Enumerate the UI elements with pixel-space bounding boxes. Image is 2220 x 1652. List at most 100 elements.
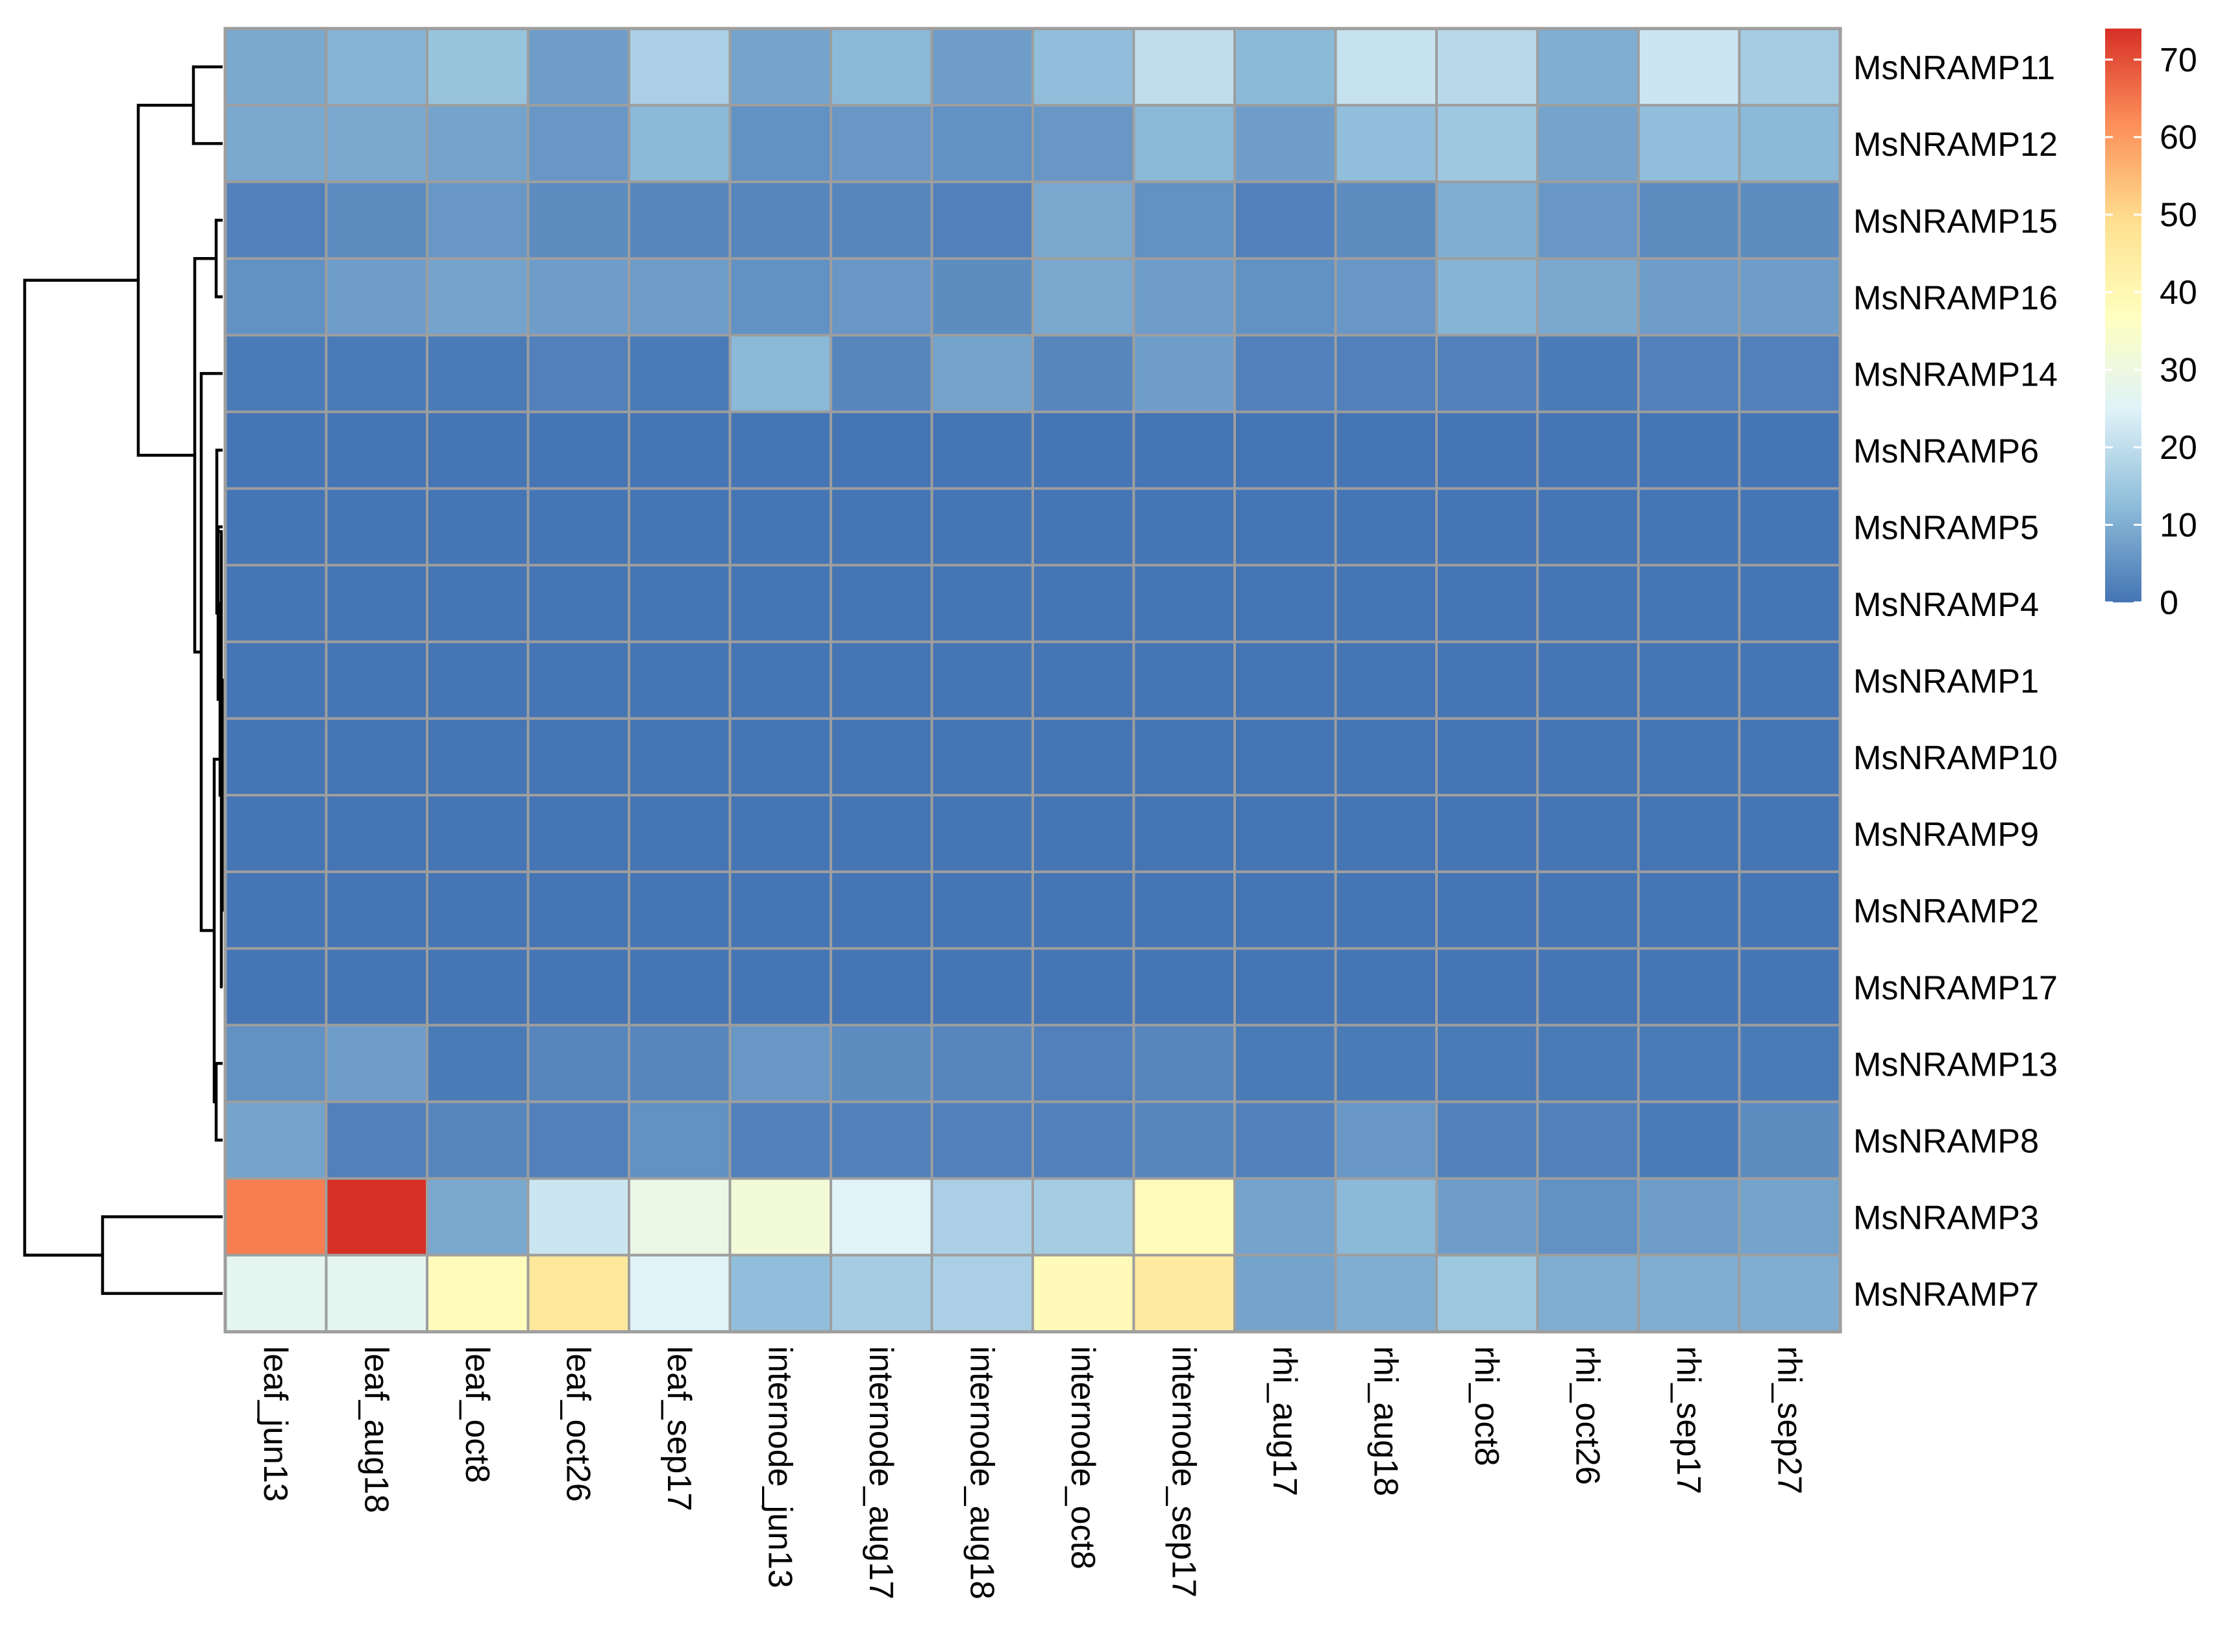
heatmap-cell	[628, 947, 732, 1027]
heatmap-cell	[1031, 334, 1135, 413]
heatmap-cell	[526, 104, 630, 184]
heatmap-cell	[728, 104, 832, 184]
row-label: MsNRAMP12	[1853, 126, 2058, 164]
heatmap-cell	[224, 717, 328, 797]
heatmap-cell	[1334, 563, 1438, 643]
heatmap-cell	[1637, 1177, 1741, 1257]
heatmap-cell	[1132, 947, 1236, 1027]
heatmap-cell	[1637, 1024, 1741, 1103]
heatmap-cell	[224, 180, 328, 260]
column-label: internode_jun13	[761, 1346, 798, 1588]
heatmap-cell	[526, 640, 630, 720]
heatmap-cell	[526, 1177, 630, 1257]
heatmap-cell	[1536, 180, 1640, 260]
heatmap-cell	[1738, 410, 1842, 490]
heatmap-cell	[628, 794, 732, 874]
heatmap-cell	[1031, 717, 1135, 797]
column-label: internode_oct8	[1064, 1346, 1102, 1570]
heatmap-cell	[1435, 27, 1539, 107]
heatmap-cell	[1132, 257, 1236, 337]
heatmap-cell	[1132, 27, 1236, 107]
heatmap-cell	[1536, 334, 1640, 413]
heatmap-cell	[830, 1100, 933, 1180]
heatmap-cell	[1132, 794, 1236, 874]
heatmap-cell	[1637, 1100, 1741, 1180]
heatmap-cell	[1031, 180, 1135, 260]
heatmap-cell	[1233, 487, 1337, 567]
heatmap-cell	[1132, 1024, 1236, 1103]
heatmap-cell	[426, 180, 530, 260]
heatmap-cell	[930, 1100, 1034, 1180]
heatmap-cell	[526, 27, 630, 107]
column-label: rhi_aug18	[1366, 1346, 1404, 1496]
heatmap-cell	[830, 410, 933, 490]
heatmap-cells	[223, 27, 1842, 1334]
heatmap-cell	[728, 1100, 832, 1180]
heatmap-cell	[728, 563, 832, 643]
heatmap-cell	[1536, 487, 1640, 567]
heatmap-cell	[628, 104, 732, 184]
heatmap-cell	[1233, 1177, 1337, 1257]
heatmap-cell	[426, 334, 530, 413]
heatmap-cell	[1031, 410, 1135, 490]
heatmap-cell	[224, 487, 328, 567]
heatmap-cell	[1233, 27, 1337, 107]
heatmap-cell	[830, 257, 933, 337]
heatmap-cell	[426, 717, 530, 797]
heatmap-cell	[426, 1100, 530, 1180]
heatmap-cell	[1132, 640, 1236, 720]
row-label: MsNRAMP13	[1853, 1046, 2058, 1083]
heatmap-cell	[1738, 1100, 1842, 1180]
heatmap-cell	[628, 717, 732, 797]
row-labels: MsNRAMP11 MsNRAMP12 MsNRAMP15 MsNRAMP16 MsNR…	[1853, 49, 2058, 1314]
heatmap-cell	[1738, 487, 1842, 567]
heatmap-cell	[426, 1024, 530, 1103]
heatmap-cell	[830, 180, 933, 260]
column-label: leaf_sep17	[660, 1346, 698, 1511]
heatmap-cell	[1738, 1024, 1842, 1103]
heatmap-cell	[1233, 563, 1337, 643]
heatmap-cell	[325, 1253, 428, 1333]
column-label: leaf_jun13	[256, 1346, 294, 1502]
heatmap-cell	[325, 180, 428, 260]
heatmap-cell	[1738, 947, 1842, 1027]
heatmap-cell	[1233, 947, 1337, 1027]
heatmap-cell	[1738, 104, 1842, 184]
heatmap-cell	[1637, 334, 1741, 413]
heatmap-cell	[1738, 27, 1842, 107]
heatmap-cell	[1132, 104, 1236, 184]
heatmap-cell	[325, 563, 428, 643]
heatmap-cell	[1334, 410, 1438, 490]
row-label: MsNRAMP3	[1853, 1200, 2039, 1237]
column-label: rhi_oct26	[1568, 1346, 1606, 1485]
legend-tick-label: 50	[2160, 197, 2197, 234]
heatmap-cell	[224, 1253, 328, 1333]
heatmap-cell	[1233, 794, 1337, 874]
heatmap-cell	[325, 27, 428, 107]
heatmap-cell	[426, 257, 530, 337]
heatmap-cell	[1435, 640, 1539, 720]
heatmap-cell	[1435, 410, 1539, 490]
heatmap-cell	[526, 563, 630, 643]
heatmap-cell	[1637, 27, 1741, 107]
heatmap-cell	[325, 334, 428, 413]
heatmap-cell	[628, 27, 732, 107]
heatmap-cell	[526, 947, 630, 1027]
heatmap-cell	[1536, 1253, 1640, 1333]
heatmap-cell	[1233, 410, 1337, 490]
heatmap-cell	[1435, 1253, 1539, 1333]
heatmap-cell	[830, 1177, 933, 1257]
heatmap-cell	[1637, 794, 1741, 874]
heatmap-cell	[426, 947, 530, 1027]
legend-color-bar	[2105, 29, 2141, 602]
heatmap-cell	[1435, 257, 1539, 337]
heatmap-cell	[325, 947, 428, 1027]
row-label: MsNRAMP1	[1853, 663, 2039, 700]
heatmap-cell	[325, 717, 428, 797]
heatmap-cell	[628, 410, 732, 490]
heatmap-cell	[1233, 1100, 1337, 1180]
heatmap-cell	[930, 180, 1034, 260]
heatmap-cell	[1536, 1100, 1640, 1180]
heatmap-cell	[930, 334, 1034, 413]
heatmap-cell	[1334, 334, 1438, 413]
